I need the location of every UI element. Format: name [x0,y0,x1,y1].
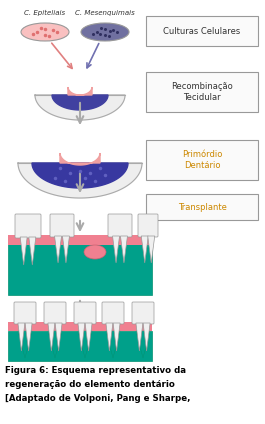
Bar [8,240,152,295]
Polygon shape [85,323,92,351]
Polygon shape [63,236,69,263]
Polygon shape [113,236,120,263]
Polygon shape [18,323,25,351]
Polygon shape [113,323,120,351]
Polygon shape [141,236,148,263]
FancyBboxPatch shape [14,302,36,324]
FancyBboxPatch shape [50,214,74,237]
Polygon shape [48,331,62,358]
Polygon shape [136,323,143,351]
Text: Primórdio
Dentário: Primórdio Dentário [182,150,222,170]
Polygon shape [55,236,61,263]
Text: Transplante: Transplante [178,203,226,212]
FancyBboxPatch shape [146,16,258,46]
Polygon shape [68,87,92,95]
FancyBboxPatch shape [102,302,124,324]
Polygon shape [20,237,27,265]
Bar [8,331,152,361]
Polygon shape [35,95,125,120]
Polygon shape [55,323,62,351]
FancyBboxPatch shape [146,194,258,220]
Polygon shape [48,323,55,351]
Polygon shape [143,323,150,351]
Polygon shape [148,236,155,263]
Text: [Adaptado de Volponi, Pang e Sharpe,: [Adaptado de Volponi, Pang e Sharpe, [5,394,191,403]
Text: Culturas Celulares: Culturas Celulares [164,26,241,36]
FancyBboxPatch shape [108,214,132,237]
FancyBboxPatch shape [146,72,258,112]
Text: C. Mesenquimais: C. Mesenquimais [75,10,135,16]
Polygon shape [136,331,150,358]
Bar [8,235,152,245]
Polygon shape [18,163,142,198]
Polygon shape [106,331,120,358]
Polygon shape [29,237,36,265]
Polygon shape [78,323,85,351]
Polygon shape [25,323,32,351]
Polygon shape [106,323,113,351]
Polygon shape [52,95,108,110]
Ellipse shape [81,23,129,41]
Text: Figura 6: Esquema representativo da: Figura 6: Esquema representativo da [5,366,186,375]
FancyBboxPatch shape [74,302,96,324]
Polygon shape [121,236,127,263]
Polygon shape [60,153,100,165]
FancyBboxPatch shape [146,140,258,180]
FancyBboxPatch shape [44,302,66,324]
FancyBboxPatch shape [15,214,41,238]
FancyBboxPatch shape [138,214,158,237]
Bar [8,322,152,331]
Text: Recombinação
Tecidular: Recombinação Tecidular [171,82,233,102]
Polygon shape [18,331,32,358]
Text: C. Epiteliais: C. Epiteliais [24,10,65,16]
FancyBboxPatch shape [132,302,154,324]
Ellipse shape [21,23,69,41]
Text: regeneração do elemento dentário: regeneração do elemento dentário [5,380,175,389]
Polygon shape [78,331,92,358]
Polygon shape [32,163,128,188]
Ellipse shape [84,245,106,259]
